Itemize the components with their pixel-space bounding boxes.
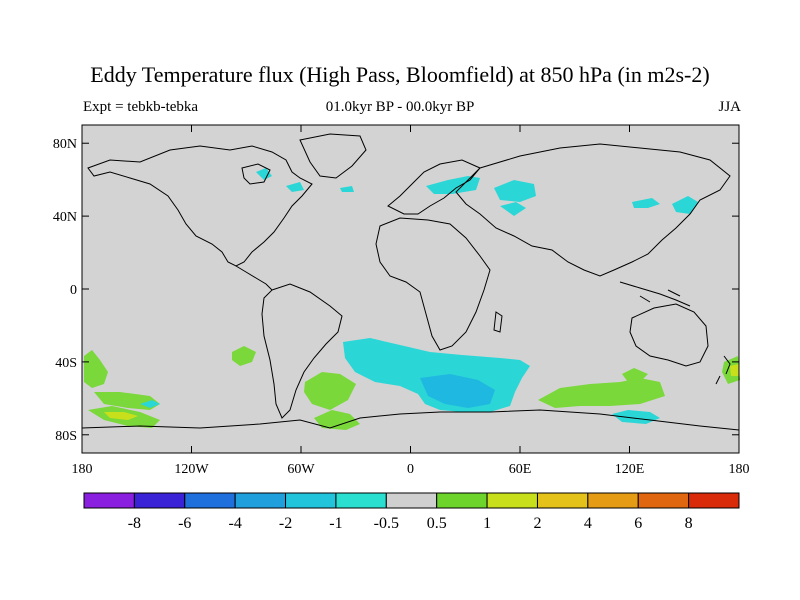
pacific-positive-anomaly xyxy=(84,350,108,388)
lat-tick-label: 40N xyxy=(53,210,77,225)
europe-coastline xyxy=(387,159,481,215)
lon-tick-label: 60W xyxy=(287,462,315,477)
lon-tick-label: 120E xyxy=(615,462,645,477)
central-asia-negative-anomaly xyxy=(494,180,536,202)
colorbar-label: -4 xyxy=(228,515,241,532)
indian-ocean-positive-anomaly-2 xyxy=(622,368,648,382)
experiment-label: Expt = tebkb-tebka xyxy=(83,99,199,115)
map-title: Eddy Temperature flux (High Pass, Bloomf… xyxy=(90,62,710,87)
north-atlantic-negative-anomaly xyxy=(286,182,304,192)
greenland-coastline xyxy=(299,133,367,179)
lat-tick-label: 0 xyxy=(70,283,77,298)
southern-indian-negative-anomaly xyxy=(612,410,660,424)
colorbar-swatch xyxy=(133,492,186,509)
colorbar-swatch xyxy=(688,492,740,509)
hudson-bay-negative-anomaly xyxy=(256,168,272,180)
colorbar-label: 2 xyxy=(533,515,541,532)
lon-tick-label: 0 xyxy=(407,462,414,477)
period-label: 01.0kyr BP - 00.0kyr BP xyxy=(325,99,475,115)
colorbar-label: -2 xyxy=(279,515,292,532)
south-america-coastline xyxy=(261,283,343,419)
colorbar-swatch xyxy=(234,492,287,509)
japan-negative-anomaly xyxy=(672,196,698,214)
north-america-coastline xyxy=(87,145,313,267)
colorbar-swatch xyxy=(335,492,387,509)
colorbar-label: 8 xyxy=(685,515,693,532)
colorbar-label: -6 xyxy=(178,515,191,532)
colorbar-label: 0.5 xyxy=(427,515,447,532)
longitude-axis: 180 120W 60W 0 60E 120E 180 xyxy=(72,125,750,477)
colorbar-swatch xyxy=(83,492,135,509)
central-asia-negative-anomaly-2 xyxy=(500,202,526,216)
indian-ocean-positive-anomaly xyxy=(538,378,665,408)
lon-tick-label: 180 xyxy=(72,462,93,477)
central-america-coastline xyxy=(235,265,273,291)
colorbar-label: -0.5 xyxy=(374,515,399,532)
colorbar: -8 -6 -4 -2 -1 -0.5 0.5 1 2 4 6 8 xyxy=(83,492,740,532)
colorbar-label: 4 xyxy=(584,515,592,532)
colorbar-swatch xyxy=(587,492,639,509)
colorbar-label: 6 xyxy=(634,515,642,532)
north-pacific-negative-anomaly xyxy=(632,198,660,208)
antarctica-coastline xyxy=(81,409,740,431)
southern-ocean-strong-negative-anomaly xyxy=(420,374,495,408)
anomaly-shading xyxy=(84,168,740,430)
madagascar-coastline xyxy=(493,311,503,333)
southeast-asia-islands-coastline xyxy=(619,281,691,307)
drake-positive-anomaly xyxy=(314,410,360,430)
africa-coastline xyxy=(375,217,491,351)
southern-pacific-small-negative xyxy=(140,400,160,408)
eurasia-negative-anomaly xyxy=(426,176,480,194)
colorbar-swatch xyxy=(637,492,690,509)
new-zealand-coastline xyxy=(715,355,731,385)
lon-tick-label: 180 xyxy=(729,462,750,477)
lon-tick-label: 60E xyxy=(509,462,532,477)
pacific-positive-anomaly-2 xyxy=(94,392,160,410)
tasman-strong-positive-anomaly xyxy=(730,364,739,376)
colorbar-swatch xyxy=(184,492,236,509)
lat-tick-label: 80N xyxy=(53,137,77,152)
asia-coastline xyxy=(455,143,731,277)
hudson-bay-coastline xyxy=(241,163,271,185)
south-pacific-positive-anomaly xyxy=(232,346,256,366)
colorbar-label: -1 xyxy=(329,515,342,532)
colorbar-swatch xyxy=(486,492,538,509)
colorbar-label: 1 xyxy=(483,515,491,532)
colorbar-swatch xyxy=(536,492,589,509)
lat-tick-label: 80S xyxy=(55,429,77,444)
colorbar-swatch xyxy=(385,492,438,509)
colorbar-swatch xyxy=(285,492,337,509)
atlantic-negative-anomaly-2 xyxy=(340,186,354,192)
colorbar-swatch xyxy=(436,492,488,509)
pacific-strong-positive-anomaly xyxy=(104,412,138,420)
coastlines xyxy=(81,133,740,431)
lat-tick-label: 40S xyxy=(55,356,77,371)
colorbar-label: -8 xyxy=(128,515,141,532)
season-label: JJA xyxy=(718,99,741,115)
latitude-axis: 80N 40N 0 40S 80S xyxy=(53,137,739,444)
south-america-positive-anomaly xyxy=(304,372,356,410)
lon-tick-label: 120W xyxy=(174,462,209,477)
australia-coastline xyxy=(629,303,709,367)
